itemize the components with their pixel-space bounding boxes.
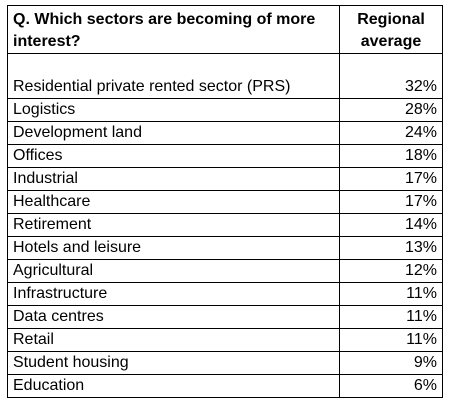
sector-value: 28%	[339, 98, 443, 122]
sector-value: 24%	[339, 121, 443, 145]
sector-value: 6%	[339, 374, 443, 398]
sector-value: 12%	[339, 259, 443, 283]
table-row: Hotels and leisure 13%	[7, 236, 443, 260]
sector-value: 11%	[339, 328, 443, 352]
sector-name: Residential private rented sector (PRS)	[7, 53, 340, 99]
survey-table-container: Q. Which sectors are becoming of more in…	[7, 5, 443, 398]
table-row: Retail 11%	[7, 328, 443, 352]
sector-value: 32%	[339, 53, 443, 99]
table-header-row: Q. Which sectors are becoming of more in…	[7, 5, 443, 54]
table-row: Education 6%	[7, 374, 443, 398]
sector-name: Healthcare	[7, 190, 340, 214]
table-row: Offices 18%	[7, 144, 443, 168]
table-row: Development land 24%	[7, 121, 443, 145]
table-row: Student housing 9%	[7, 351, 443, 375]
sector-name: Retirement	[7, 213, 340, 237]
sector-value: 11%	[339, 305, 443, 329]
table-row: Agricultural 12%	[7, 259, 443, 283]
sector-name: Retail	[7, 328, 340, 352]
table-row: Data centres 11%	[7, 305, 443, 329]
sector-name: Student housing	[7, 351, 340, 375]
table-row: Industrial 17%	[7, 167, 443, 191]
table-row: Residential private rented sector (PRS) …	[7, 53, 443, 99]
table-row: Infrastructure 11%	[7, 282, 443, 306]
sector-value: 14%	[339, 213, 443, 237]
sector-value: 18%	[339, 144, 443, 168]
sector-name: Agricultural	[7, 259, 340, 283]
sector-value: 13%	[339, 236, 443, 260]
table-row: Healthcare 17%	[7, 190, 443, 214]
sector-name: Infrastructure	[7, 282, 340, 306]
sector-name: Data centres	[7, 305, 340, 329]
sector-value: 11%	[339, 282, 443, 306]
sector-name: Offices	[7, 144, 340, 168]
header-regional-average: Regional average	[339, 5, 443, 54]
sector-name: Hotels and leisure	[7, 236, 340, 260]
sector-value: 17%	[339, 190, 443, 214]
header-question: Q. Which sectors are becoming of more in…	[7, 5, 340, 54]
sector-name: Education	[7, 374, 340, 398]
sector-value: 17%	[339, 167, 443, 191]
sector-value: 9%	[339, 351, 443, 375]
sector-name: Industrial	[7, 167, 340, 191]
table-row: Logistics 28%	[7, 98, 443, 122]
table-row: Retirement 14%	[7, 213, 443, 237]
sector-interest-table: Q. Which sectors are becoming of more in…	[7, 5, 443, 398]
sector-name: Development land	[7, 121, 340, 145]
sector-name: Logistics	[7, 98, 340, 122]
